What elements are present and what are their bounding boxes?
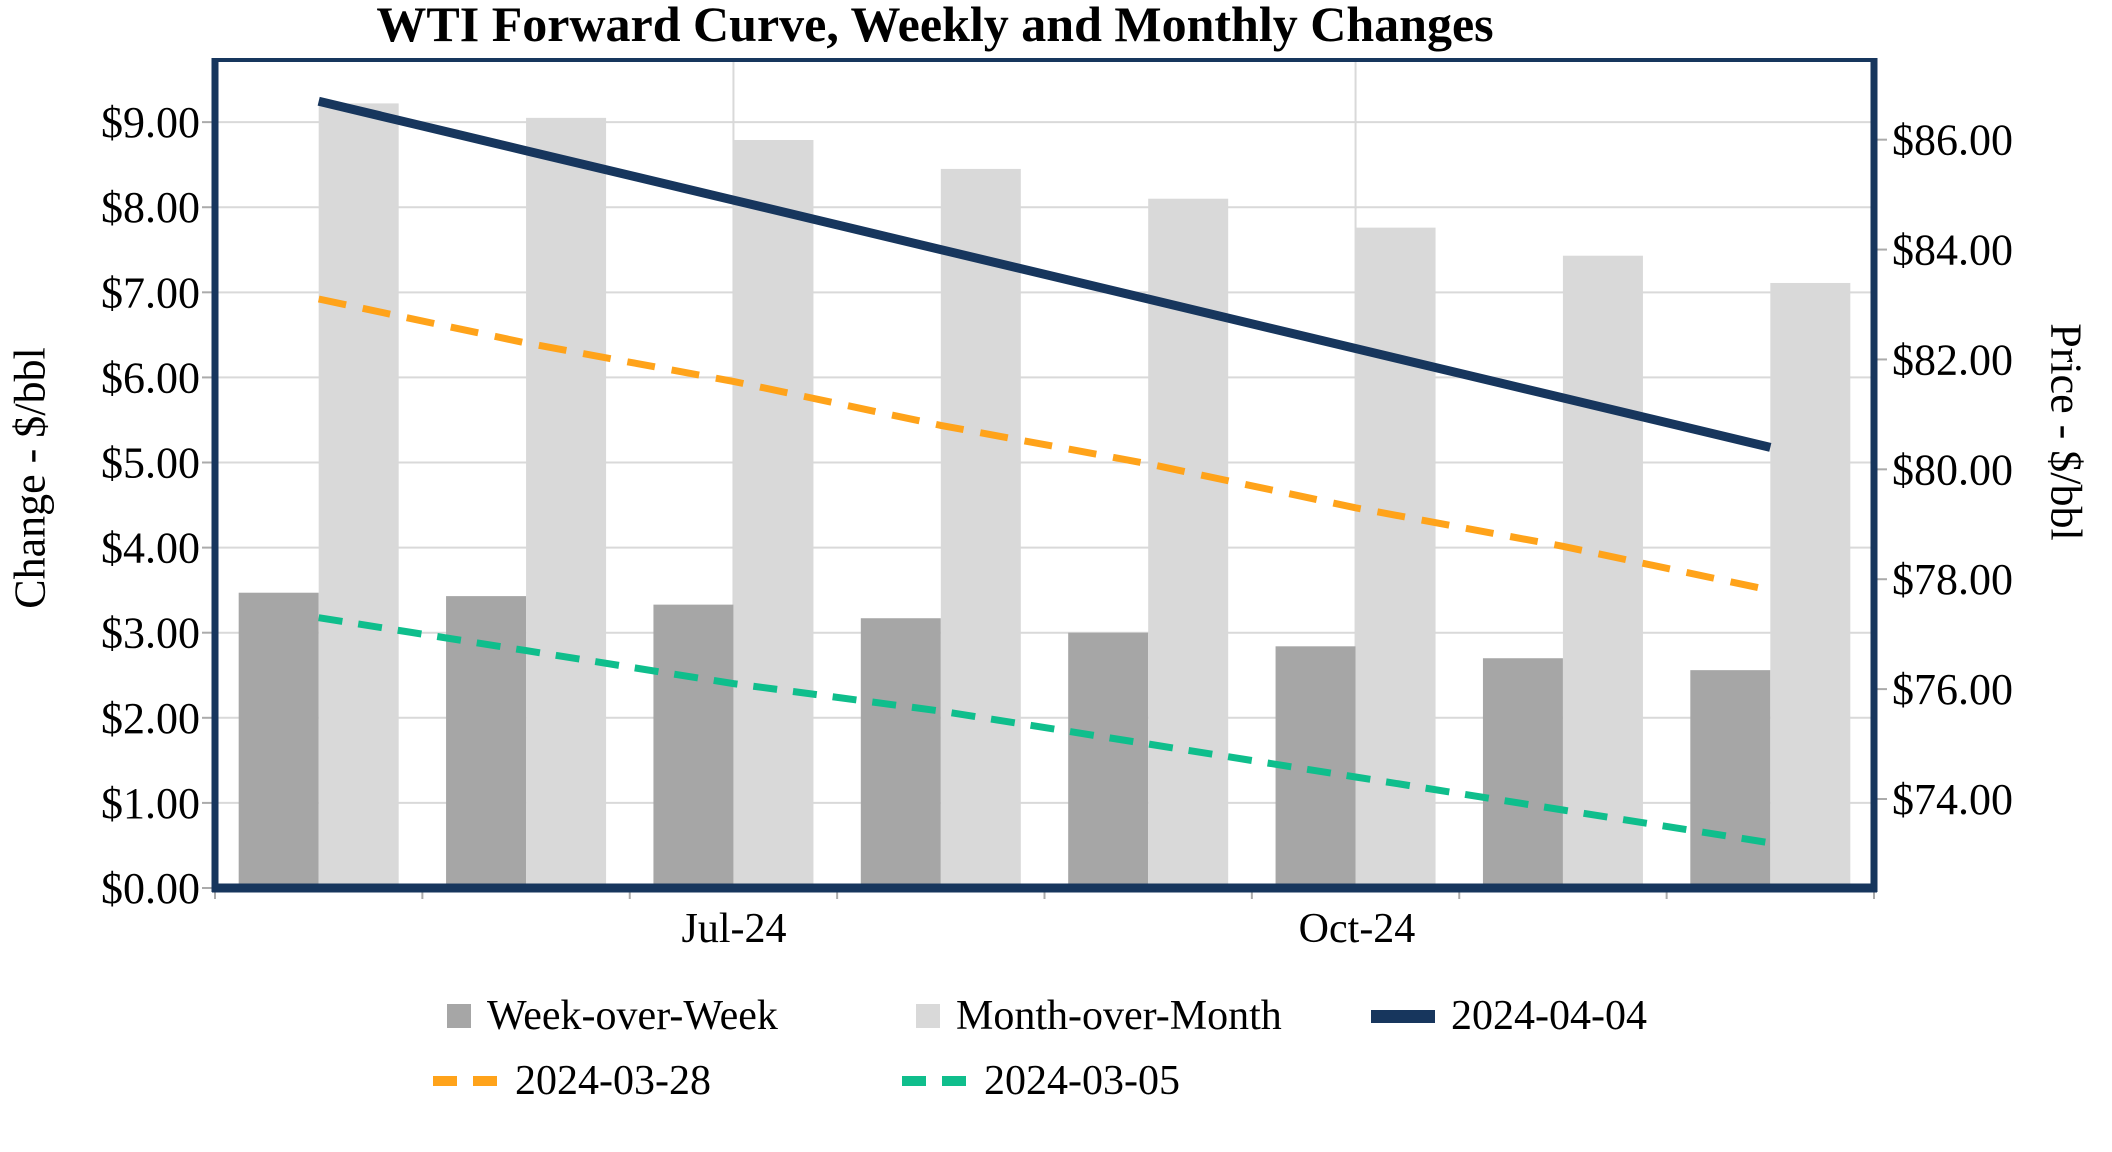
x-axis-label-oct-24: Oct-24 [1298,906,1416,952]
left-axis-tick-label: $4.00 [101,524,200,573]
bar-week-over-week [860,618,941,888]
right-axis-tick-label: $84.00 [1892,226,2013,275]
legend-label: 2024-03-28 [515,1058,711,1104]
line-2024-03-05 [318,614,1771,847]
left-axis-tick-label: $0.00 [101,864,200,913]
bar-month-over-month [1355,227,1436,889]
legend-label: 2024-04-04 [1451,993,1647,1039]
legend-item-month-over-month: Month-over-Month [916,993,1282,1039]
line-2024-03-28 [317,295,1772,594]
left-axis-tick-label: $7.00 [101,268,200,317]
week-over-week-swatch-icon [447,1004,471,1028]
line-2024-04-04 [317,96,1772,452]
green-dashed-line-swatch-icon [902,1076,968,1086]
orange-dashed-line-swatch-icon [433,1076,499,1086]
bar-month-over-month [1562,255,1643,889]
legend-item-2024-03-05: 2024-03-05 [902,1058,1180,1104]
left-axis-title: Change - $/bbl [5,347,55,609]
legend-item-2024-04-04: 2024-04-04 [1371,993,1647,1039]
right-axis-tick-label: $86.00 [1892,116,2013,165]
bar-week-over-week [238,592,319,888]
x-axis-label-jul-24: Jul-24 [681,906,787,952]
bar-month-over-month [733,139,814,889]
right-axis-tick-label: $80.00 [1892,445,2013,494]
right-axis-tick-label: $78.00 [1892,555,2013,604]
bar-week-over-week [1068,632,1149,888]
right-axis-tick-label: $82.00 [1892,335,2013,384]
month-over-month-swatch-icon [916,1004,940,1028]
bar-week-over-week [1690,670,1771,888]
left-axis-tick-label: $9.00 [101,98,200,147]
chart-title: WTI Forward Curve, Weekly and Monthly Ch… [376,0,1494,52]
bar-month-over-month [526,117,607,888]
left-axis-tick-label: $8.00 [101,183,200,232]
legend-label: Week-over-Week [487,993,778,1039]
right-axis-title: Price - $/bbl [2041,323,2091,541]
left-axis-tick-label: $6.00 [101,353,200,402]
right-axis-tick-label: $76.00 [1892,665,2013,714]
left-axis-tick-label: $5.00 [101,439,200,488]
bar-month-over-month [318,103,399,889]
bar-month-over-month [940,168,1021,888]
bar-week-over-week [1482,658,1563,888]
right-axis-tick-label: $74.00 [1892,775,2013,824]
legend-item-2024-03-28: 2024-03-28 [433,1058,711,1104]
legend-item-week-over-week: Week-over-Week [447,993,778,1039]
bar-week-over-week [653,604,734,888]
left-axis-tick-label: $1.00 [101,779,200,828]
solid-line-swatch-icon [1371,1009,1435,1023]
legend-label: 2024-03-05 [984,1058,1180,1104]
left-axis-tick-label: $3.00 [101,609,200,658]
legend-label: Month-over-Month [956,993,1282,1039]
bar-month-over-month [1770,282,1851,888]
left-axis-tick-label: $2.00 [101,694,200,743]
